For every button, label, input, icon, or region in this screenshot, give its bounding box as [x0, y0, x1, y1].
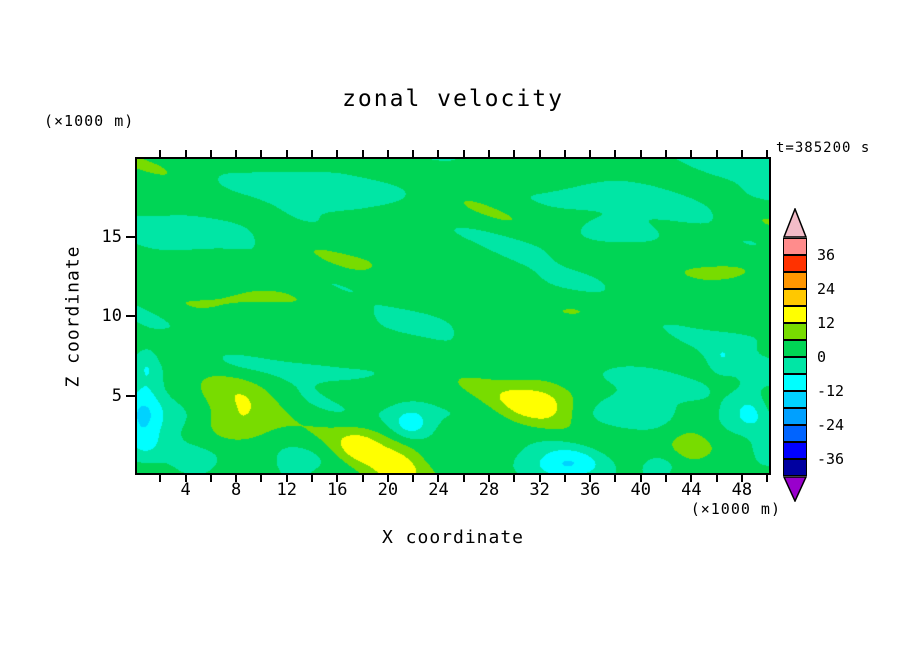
colorbar-tick-label: 0 — [817, 348, 827, 366]
x-tick — [614, 475, 617, 482]
colorbar-band — [783, 391, 807, 408]
x-tick-label: 8 — [231, 480, 242, 500]
x-tick-top — [159, 150, 162, 157]
x-tick-top — [715, 150, 718, 157]
colorbar-tick-label: 12 — [817, 314, 836, 332]
colorbar-bottom-arrow-icon — [783, 476, 807, 502]
x-tick — [386, 475, 389, 482]
x-tick — [639, 475, 642, 482]
x-tick-label: 4 — [180, 480, 191, 500]
colorbar-band — [783, 255, 807, 272]
colorbar-tick-label: 36 — [817, 246, 836, 264]
x-tick — [285, 475, 288, 482]
x-tick-label: 48 — [731, 480, 753, 500]
x-tick-top — [235, 150, 238, 157]
x-tick — [740, 475, 743, 482]
x-tick — [361, 475, 364, 482]
x-tick — [260, 475, 263, 482]
x-tick-top — [589, 150, 592, 157]
colorbar-band — [783, 340, 807, 357]
colorbar-band — [783, 289, 807, 306]
x-tick — [235, 475, 238, 482]
chart-title: zonal velocity — [342, 86, 564, 112]
x-tick — [589, 475, 592, 482]
x-tick-top — [209, 150, 212, 157]
x-tick-label: 32 — [529, 480, 550, 500]
colorbar-band — [783, 306, 807, 323]
x-tick-top — [336, 150, 339, 157]
x-tick-top — [386, 150, 389, 157]
x-tick — [336, 475, 339, 482]
x-tick — [715, 475, 718, 482]
y-axis-unit-label: (×1000 m) — [44, 112, 135, 130]
plot-area — [135, 157, 771, 475]
x-tick — [437, 475, 440, 482]
colorbar-band — [783, 238, 807, 255]
x-tick-label: 28 — [478, 480, 500, 500]
colorbar-band — [783, 442, 807, 459]
y-tick-label: 15 — [101, 226, 122, 247]
x-tick-top — [665, 150, 668, 157]
x-tick — [184, 475, 187, 482]
x-tick — [563, 475, 566, 482]
y-tick — [126, 315, 135, 317]
x-tick-top — [412, 150, 415, 157]
x-tick-top — [462, 150, 465, 157]
colorbar-band — [783, 425, 807, 442]
x-tick-top — [361, 150, 364, 157]
colorbar-band — [783, 357, 807, 374]
x-tick-top — [740, 150, 743, 157]
x-tick-top — [639, 150, 642, 157]
x-tick — [488, 475, 491, 482]
x-tick-label: 16 — [327, 480, 348, 500]
x-tick-label: 44 — [681, 480, 702, 500]
x-tick-label: 12 — [276, 480, 297, 500]
x-tick-top — [513, 150, 516, 157]
x-tick-label: 24 — [428, 480, 449, 500]
y-tick — [126, 235, 135, 238]
x-tick-top — [766, 150, 769, 157]
x-tick — [462, 475, 465, 482]
colorbar-tick-label: -36 — [817, 450, 845, 468]
colorbar-band — [783, 323, 807, 340]
x-tick-label: 36 — [579, 480, 601, 500]
x-tick-top — [563, 150, 566, 157]
x-tick-top — [488, 150, 491, 157]
x-tick — [412, 475, 415, 482]
x-tick-label: 20 — [377, 480, 399, 500]
colorbar-tick-label: 24 — [817, 280, 836, 298]
x-tick — [766, 475, 769, 482]
y-tick-label: 5 — [111, 385, 122, 406]
colorbar-tick-label: -24 — [817, 416, 845, 434]
y-tick — [126, 394, 135, 397]
y-tick-label: 10 — [101, 306, 122, 326]
colorbar-band — [783, 374, 807, 391]
x-tick — [665, 475, 668, 482]
x-tick — [209, 475, 212, 482]
x-tick-top — [285, 150, 288, 157]
x-tick-top — [311, 150, 314, 157]
x-tick — [690, 475, 693, 482]
x-tick-top — [184, 150, 187, 157]
x-tick-top — [538, 150, 541, 157]
x-tick-top — [260, 150, 263, 157]
x-tick — [311, 475, 314, 482]
colorbar-band — [783, 408, 807, 425]
colorbar-tick-label: -12 — [817, 382, 845, 400]
x-tick — [159, 475, 162, 482]
x-axis-unit-label: (×1000 m) — [690, 500, 781, 518]
x-tick-label: 40 — [630, 480, 651, 500]
colorbar-top-arrow-icon — [783, 208, 807, 238]
x-tick-top — [614, 150, 617, 157]
x-tick-top — [690, 150, 693, 157]
x-tick — [538, 475, 541, 482]
x-tick-top — [437, 150, 440, 157]
colorbar-band — [783, 272, 807, 289]
contour-canvas — [137, 159, 769, 473]
x-axis-title: X coordinate — [381, 527, 525, 548]
time-stamp-label: t=385200 s — [776, 140, 871, 156]
colorbar-band — [783, 459, 807, 476]
x-tick — [513, 475, 516, 482]
